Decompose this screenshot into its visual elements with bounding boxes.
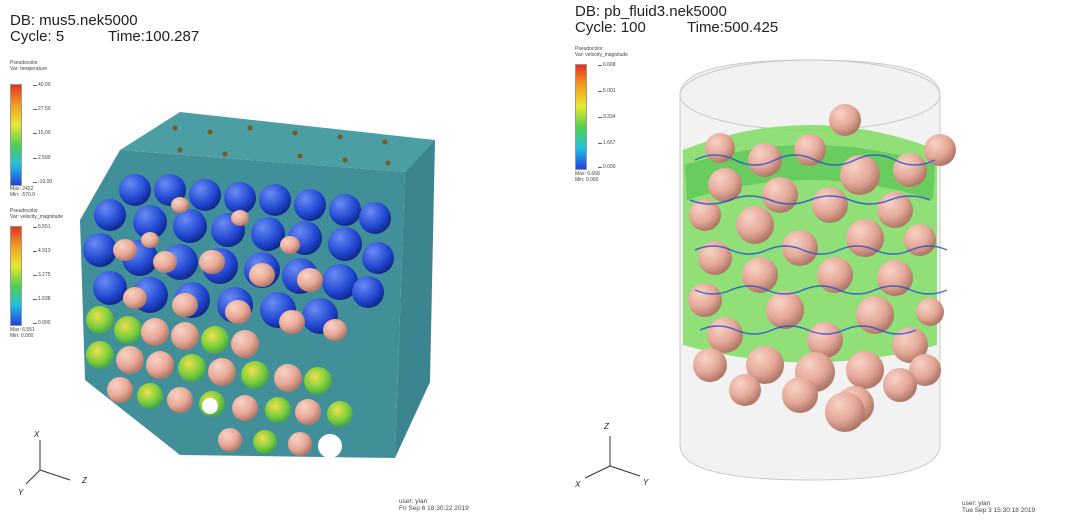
left-velocity-legend: Pseudocolor Var: velocity_magnitude [10,208,63,220]
left-time-label: Time:100.287 [108,28,200,45]
legend-tick: 15.00 [33,130,51,136]
legend-tick: 2.500 [33,155,51,161]
right-cycle-label: Cycle: 100 [575,19,646,36]
legend-title: Pseudocolor [575,46,603,52]
left-date-label: Fri Sep 6 18:30:22 2019 [399,505,469,512]
legend-title: Pseudocolor [10,60,38,66]
legend-tick: 0.000 [33,320,51,326]
legend-max: Max: 6.668 [575,171,600,177]
left-cycle-label: Cycle: 5 [10,28,65,45]
legend-max: Max: 6.551 [10,327,35,333]
right-velocity-colorbar [575,64,587,170]
right-user-label: user: ylan [962,500,991,507]
legend-variable: Var: velocity_magnitude [575,52,628,58]
box-right-face [395,140,435,458]
right-visualization-panel: DB: pb_fluid3.nek5000 Cycle: 100 Time:50… [535,0,1070,521]
right-axes-triad [584,436,641,479]
right-time-label: Time:500.425 [687,19,779,36]
legend-tick: 1.638 [33,296,51,302]
legend-variable: Var: temperature [10,66,48,72]
legend-tick: 3.334 [598,114,616,120]
legend-min: Min: -570.0 [10,192,36,198]
axis-x-label: X [575,480,581,489]
axis-x-label: X [34,430,40,439]
legend-variable: Var: velocity_magnitude [10,214,63,220]
axis-z-label: Z [82,476,87,485]
right-date-label: Tue Sep 3 15:30:18 2019 [962,507,1036,514]
legend-tick: 3.275 [33,272,51,278]
right-cylinder-render [679,59,956,481]
legend-min: Min: 0.000 [10,333,34,339]
left-temperature-colorbar [10,84,22,186]
left-box-render [80,112,435,458]
left-db-label: DB: mus5.nek5000 [10,12,138,29]
left-temperature-legend: Pseudocolor Var: temperature [10,60,47,72]
axis-y-label: Y [643,478,649,487]
legend-tick: 1.667 [598,140,616,146]
legend-min: Min: 0.000 [575,177,599,183]
legend-tick: 6.668 [598,62,616,68]
axis-y-label: Y [18,488,24,497]
left-axes-triad [25,440,71,485]
right-velocity-legend: Pseudocolor Var: velocity_magnitude [575,46,628,58]
left-visualization-panel: DB: mus5.nek5000 Cycle: 5 Time:100.287 P… [10,12,469,512]
legend-tick: 6.551 [33,224,51,230]
legend-tick: 27.50 [33,106,51,112]
box-top-face [120,112,435,172]
legend-tick: 4.913 [33,248,51,254]
left-user-label: user: ylan [399,498,428,505]
legend-tick: 5.001 [598,88,616,94]
legend-title: Pseudocolor [10,208,38,214]
right-db-label: DB: pb_fluid3.nek5000 [575,3,727,20]
legend-max: Max: 2422 [10,186,34,192]
legend-tick: 40.00 [33,82,51,88]
legend-tick: 0.000 [598,164,616,170]
legend-tick: -10.00 [32,179,53,185]
axis-z-label: Z [604,422,609,431]
left-velocity-colorbar [10,226,22,326]
